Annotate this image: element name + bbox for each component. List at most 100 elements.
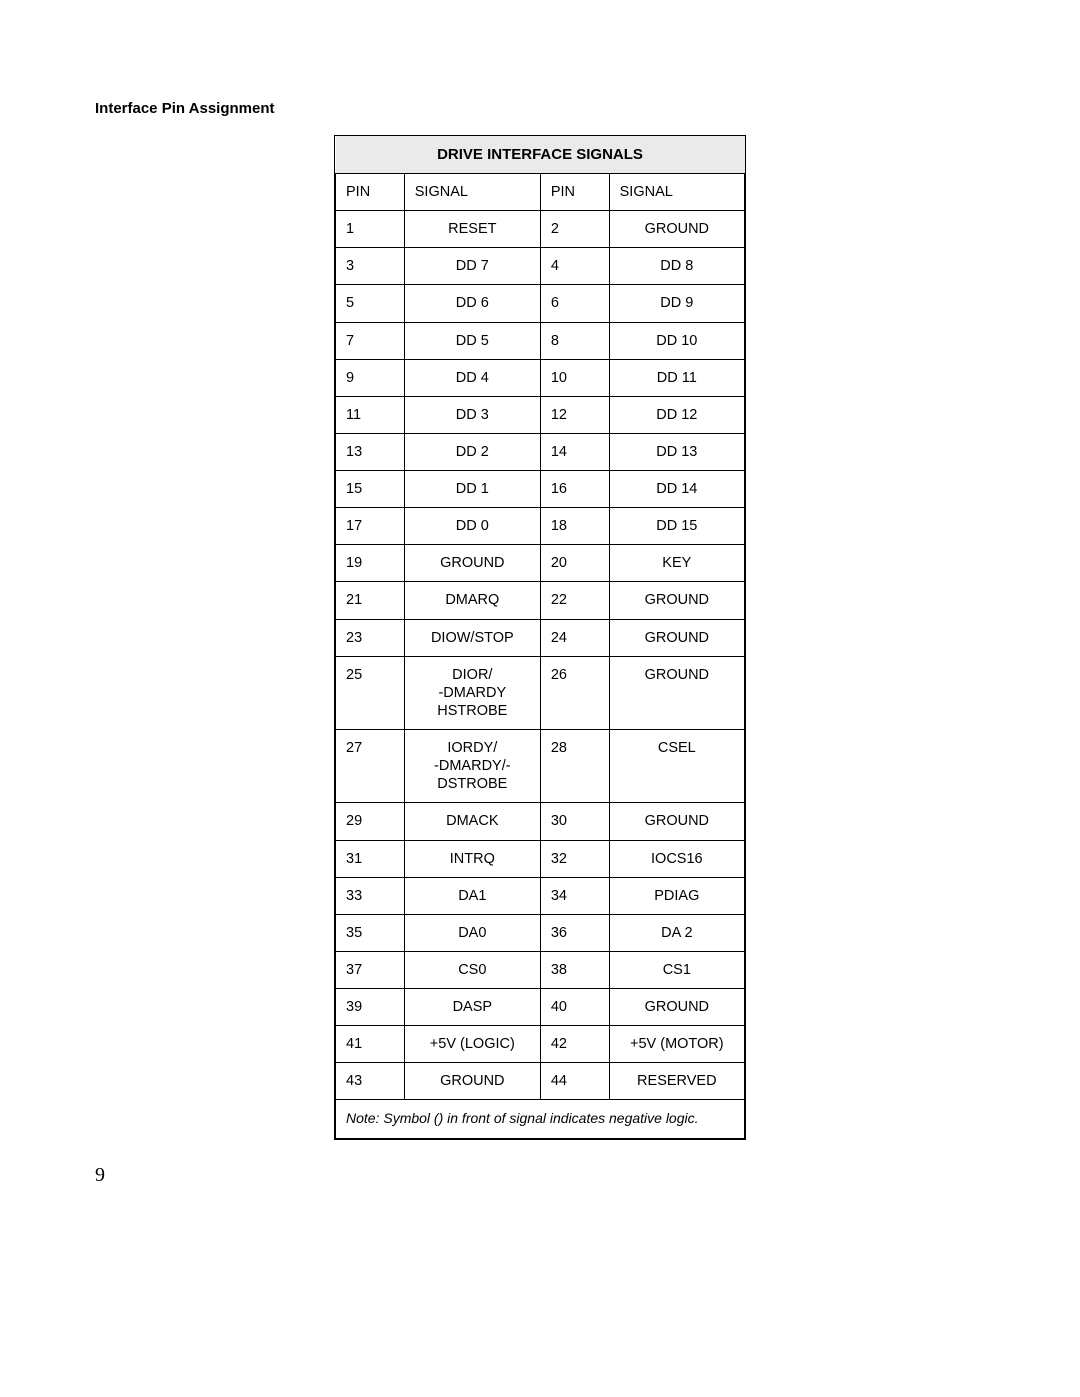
cell-signal: DASP xyxy=(404,989,540,1026)
cell-signal: DD 5 xyxy=(404,322,540,359)
cell-pin: 25 xyxy=(336,656,405,729)
cell-pin: 15 xyxy=(336,471,405,508)
cell-signal: CS1 xyxy=(609,951,744,988)
col-pin-2: PIN xyxy=(540,174,609,211)
cell-signal: PDIAG xyxy=(609,877,744,914)
signals-table-container: DRIVE INTERFACE SIGNALS PIN SIGNAL PIN S… xyxy=(334,135,746,1140)
cell-signal: GROUND xyxy=(609,211,744,248)
cell-pin: 1 xyxy=(336,211,405,248)
cell-pin: 43 xyxy=(336,1063,405,1100)
table-row: 19GROUND20KEY xyxy=(336,545,745,582)
cell-pin: 10 xyxy=(540,359,609,396)
table-row: 13DD 214DD 13 xyxy=(336,433,745,470)
cell-pin: 37 xyxy=(336,951,405,988)
cell-signal: GROUND xyxy=(609,803,744,840)
table-row: PIN SIGNAL PIN SIGNAL xyxy=(336,174,745,211)
table-row: 33DA134PDIAG xyxy=(336,877,745,914)
cell-signal: INTRQ xyxy=(404,840,540,877)
cell-pin: 5 xyxy=(336,285,405,322)
table-row: 37CS038CS1 xyxy=(336,951,745,988)
cell-pin: 29 xyxy=(336,803,405,840)
cell-pin: 24 xyxy=(540,619,609,656)
cell-signal: GROUND xyxy=(609,656,744,729)
table-row: 1RESET2GROUND xyxy=(336,211,745,248)
cell-signal: DA0 xyxy=(404,914,540,951)
cell-pin: 22 xyxy=(540,582,609,619)
section-title: Interface Pin Assignment xyxy=(95,100,985,117)
cell-signal: DD 0 xyxy=(404,508,540,545)
cell-pin: 6 xyxy=(540,285,609,322)
cell-pin: 8 xyxy=(540,322,609,359)
cell-signal: +5V (MOTOR) xyxy=(609,1026,744,1063)
cell-signal: IOCS16 xyxy=(609,840,744,877)
cell-pin: 44 xyxy=(540,1063,609,1100)
table-row: 41+5V (LOGIC)42+5V (MOTOR) xyxy=(336,1026,745,1063)
table-row: 43GROUND44RESERVED xyxy=(336,1063,745,1100)
cell-pin: 42 xyxy=(540,1026,609,1063)
col-signal-2: SIGNAL xyxy=(609,174,744,211)
cell-pin: 3 xyxy=(336,248,405,285)
cell-pin: 21 xyxy=(336,582,405,619)
cell-signal: DIOW/STOP xyxy=(404,619,540,656)
table-row: 5DD 66DD 9 xyxy=(336,285,745,322)
cell-pin: 2 xyxy=(540,211,609,248)
table-row: 3DD 74DD 8 xyxy=(336,248,745,285)
cell-signal: CSEL xyxy=(609,730,744,803)
cell-signal: DD 1 xyxy=(404,471,540,508)
cell-signal: CS0 xyxy=(404,951,540,988)
cell-signal: DD 7 xyxy=(404,248,540,285)
cell-signal: GROUND xyxy=(404,545,540,582)
cell-signal: DMACK xyxy=(404,803,540,840)
cell-pin: 27 xyxy=(336,730,405,803)
cell-pin: 39 xyxy=(336,989,405,1026)
cell-pin: 33 xyxy=(336,877,405,914)
cell-signal: GROUND xyxy=(404,1063,540,1100)
cell-pin: 35 xyxy=(336,914,405,951)
cell-signal: DD 2 xyxy=(404,433,540,470)
table-row: 27IORDY/-DMARDY/-DSTROBE28CSEL xyxy=(336,730,745,803)
cell-pin: 16 xyxy=(540,471,609,508)
cell-signal: DD 14 xyxy=(609,471,744,508)
cell-pin: 31 xyxy=(336,840,405,877)
table-row: 23DIOW/STOP24GROUND xyxy=(336,619,745,656)
cell-signal: DD 4 xyxy=(404,359,540,396)
cell-signal: DD 6 xyxy=(404,285,540,322)
cell-pin: 17 xyxy=(336,508,405,545)
cell-pin: 28 xyxy=(540,730,609,803)
cell-signal: RESERVED xyxy=(609,1063,744,1100)
cell-pin: 38 xyxy=(540,951,609,988)
cell-pin: 19 xyxy=(336,545,405,582)
cell-pin: 13 xyxy=(336,433,405,470)
cell-pin: 7 xyxy=(336,322,405,359)
cell-pin: 30 xyxy=(540,803,609,840)
cell-pin: 41 xyxy=(336,1026,405,1063)
cell-signal: RESET xyxy=(404,211,540,248)
cell-pin: 34 xyxy=(540,877,609,914)
cell-signal: DD 8 xyxy=(609,248,744,285)
cell-pin: 9 xyxy=(336,359,405,396)
cell-signal: GROUND xyxy=(609,582,744,619)
cell-signal: DD 3 xyxy=(404,396,540,433)
signals-table: DRIVE INTERFACE SIGNALS PIN SIGNAL PIN S… xyxy=(335,136,745,1139)
cell-signal: GROUND xyxy=(609,619,744,656)
table-note: Note: Symbol () in front of signal indic… xyxy=(336,1100,745,1139)
cell-signal: IORDY/-DMARDY/-DSTROBE xyxy=(404,730,540,803)
table-row: 35DA036DA 2 xyxy=(336,914,745,951)
cell-signal: DD 11 xyxy=(609,359,744,396)
col-signal-1: SIGNAL xyxy=(404,174,540,211)
cell-signal: KEY xyxy=(609,545,744,582)
cell-signal: DD 13 xyxy=(609,433,744,470)
table-row: 9DD 410DD 11 xyxy=(336,359,745,396)
cell-pin: 23 xyxy=(336,619,405,656)
table-row: 17DD 018DD 15 xyxy=(336,508,745,545)
table-row: 39DASP40GROUND xyxy=(336,989,745,1026)
cell-signal: DMARQ xyxy=(404,582,540,619)
cell-pin: 26 xyxy=(540,656,609,729)
table-row: 25DIOR/-DMARDYHSTROBE26GROUND xyxy=(336,656,745,729)
cell-pin: 18 xyxy=(540,508,609,545)
table-row: 15DD 116DD 14 xyxy=(336,471,745,508)
page-number: 9 xyxy=(95,1164,105,1187)
table-header: DRIVE INTERFACE SIGNALS xyxy=(336,136,745,174)
table-row: 21DMARQ22GROUND xyxy=(336,582,745,619)
cell-pin: 20 xyxy=(540,545,609,582)
